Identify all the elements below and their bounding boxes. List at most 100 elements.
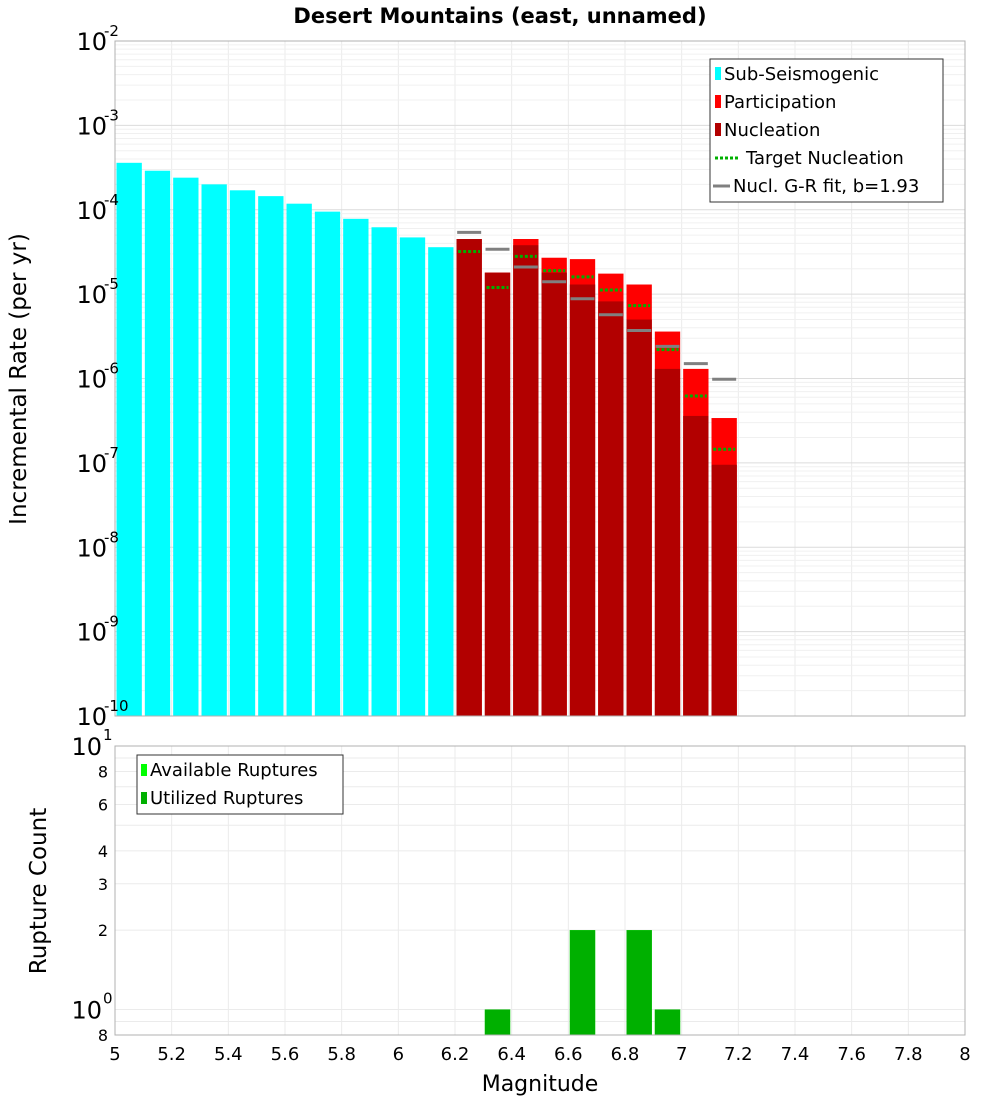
x-tick-label: 7.8 xyxy=(894,1044,923,1065)
legend-swatch xyxy=(715,95,721,108)
top-y-tick-label: 10-5 xyxy=(76,275,119,309)
nucleation-bar xyxy=(654,368,681,716)
bottom-y-tick-base: 10 xyxy=(71,733,102,761)
legend-label: Target Nucleation xyxy=(745,148,904,169)
legend-swatch xyxy=(141,764,147,776)
sub-seismogenic-bar xyxy=(258,196,284,716)
top-y-tick-label: 10-10 xyxy=(76,697,128,731)
top-y-tick-label: 10-6 xyxy=(76,360,119,394)
legend-label: Participation xyxy=(724,92,836,113)
top-y-tick-base: 10 xyxy=(76,703,107,731)
x-tick-label: 8 xyxy=(959,1044,970,1065)
x-axis-label: Magnitude xyxy=(482,1072,599,1097)
nucleation-bar xyxy=(541,272,567,716)
x-tick-label: 6.2 xyxy=(441,1044,470,1065)
top-y-tick-exponent: -6 xyxy=(104,360,119,378)
top-y-tick-base: 10 xyxy=(76,112,107,140)
top-y-tick-exponent: -8 xyxy=(104,528,119,546)
sub-seismogenic-bar xyxy=(229,190,256,716)
x-tick-label: 5.8 xyxy=(327,1044,356,1065)
top-legend: Sub-Seismogenic Participation Nucleation Ta… xyxy=(709,58,944,203)
top-y-tick-exponent: -2 xyxy=(104,22,119,40)
nucleation-bar xyxy=(484,272,511,716)
sub-seismogenic-bar xyxy=(399,237,426,716)
x-tick-label: 6.8 xyxy=(611,1044,640,1065)
nucleation-bar xyxy=(683,415,709,716)
legend-label: Utilized Ruptures xyxy=(150,788,303,809)
x-tick-label: 7 xyxy=(676,1044,687,1065)
top-y-tick-exponent: -7 xyxy=(104,444,119,462)
bottom-y-tick-label: 6 xyxy=(98,795,108,814)
bottom-y-tick-label: 4 xyxy=(98,842,108,861)
top-plot-border xyxy=(114,40,966,717)
x-tick-label: 7.2 xyxy=(724,1044,753,1065)
legend-swatch xyxy=(715,123,721,136)
bottom-y-power-tick: 10 1 xyxy=(71,726,112,761)
x-tick-label: 5.6 xyxy=(271,1044,300,1065)
bottom-y-tick-base: 10 xyxy=(71,996,102,1024)
bottom-y-tick-label: 8 xyxy=(98,763,108,782)
bottom-y-axis-label: Rupture Count xyxy=(26,808,52,974)
top-y-tick-base: 10 xyxy=(76,619,107,647)
top-y-tick-label: 10-2 xyxy=(76,22,119,56)
nucleation-bar xyxy=(569,284,596,716)
bottom-plot-border xyxy=(114,745,966,1036)
utilized-ruptures-bar xyxy=(484,1009,511,1035)
top-y-tick-label: 10-7 xyxy=(76,444,119,478)
nucleation-bar xyxy=(626,319,652,716)
nucleation-bar xyxy=(711,464,737,716)
sub-seismogenic-bar xyxy=(144,170,171,716)
x-tick-label: 5 xyxy=(109,1044,120,1065)
top-legend-box xyxy=(709,58,944,203)
utilized-ruptures-bar xyxy=(569,930,596,1035)
x-tick-label: 5.4 xyxy=(214,1044,243,1065)
top-y-tick-base: 10 xyxy=(76,534,107,562)
nucleation-bar xyxy=(598,301,624,716)
sub-seismogenic-bar xyxy=(116,162,142,716)
top-y-tick-exponent: -9 xyxy=(104,613,119,631)
utilized-ruptures-bar xyxy=(626,930,652,1035)
x-tick-label: 6.6 xyxy=(554,1044,583,1065)
x-tick-label: 7.6 xyxy=(837,1044,866,1065)
sub-seismogenic-bar xyxy=(314,211,341,716)
bottom-y-power-tick: 10 0 xyxy=(71,989,112,1024)
top-y-tick-label: 10-3 xyxy=(76,106,119,140)
x-tick-label: 6 xyxy=(393,1044,404,1065)
legend-label: Nucl. G-R fit, b=1.93 xyxy=(733,176,919,197)
legend-swatch xyxy=(141,792,147,804)
top-y-tick-base: 10 xyxy=(76,281,107,309)
bottom-y-tick-exponent: 0 xyxy=(103,989,113,1007)
sub-seismogenic-bar xyxy=(371,227,397,716)
x-tick-label: 5.2 xyxy=(157,1044,186,1065)
sub-seismogenic-bar xyxy=(343,218,369,716)
sub-seismogenic-bar xyxy=(201,184,227,717)
top-y-tick-base: 10 xyxy=(76,366,107,394)
top-grid xyxy=(114,41,966,717)
top-y-tick-exponent: -4 xyxy=(104,191,119,209)
top-y-tick-base: 10 xyxy=(76,28,107,56)
bottom-y-tick-label: 8 xyxy=(98,1026,108,1045)
top-y-tick-label: 10-8 xyxy=(76,528,119,562)
top-y-tick-exponent: -3 xyxy=(104,106,119,124)
chart-title: Desert Mountains (east, unnamed) xyxy=(293,4,706,28)
top-y-axis-label: Incremental Rate (per yr) xyxy=(6,233,32,525)
utilized-ruptures-bar xyxy=(654,1009,681,1035)
legend-label: Sub-Seismogenic xyxy=(724,64,879,85)
legend-swatch xyxy=(715,67,721,80)
x-tick-label: 6.4 xyxy=(497,1044,526,1065)
nucleation-bar xyxy=(456,239,482,716)
top-y-tick-base: 10 xyxy=(76,197,107,225)
top-y-tick-exponent: -5 xyxy=(104,275,119,293)
top-y-tick-label: 10-9 xyxy=(76,613,119,647)
bottom-y-tick-exponent: 1 xyxy=(103,726,113,744)
bottom-legend-box xyxy=(136,754,344,815)
sub-seismogenic-bar xyxy=(428,247,454,716)
sub-seismogenic-bar xyxy=(286,203,312,717)
x-tick-label: 7.4 xyxy=(781,1044,810,1065)
bottom-legend: Available Ruptures Utilized Ruptures xyxy=(136,754,344,815)
legend-label: Nucleation xyxy=(724,120,820,141)
legend-label: Available Ruptures xyxy=(150,760,318,781)
bottom-y-tick-label: 2 xyxy=(98,921,108,940)
sub-seismogenic-bar xyxy=(173,177,199,716)
